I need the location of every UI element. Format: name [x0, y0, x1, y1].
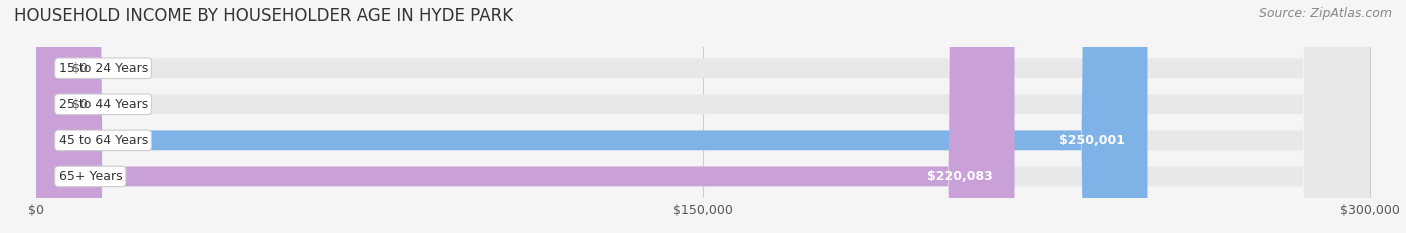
Text: $220,083: $220,083	[927, 170, 993, 183]
FancyBboxPatch shape	[37, 0, 1369, 233]
FancyBboxPatch shape	[37, 0, 1147, 233]
Text: 65+ Years: 65+ Years	[59, 170, 122, 183]
Text: 45 to 64 Years: 45 to 64 Years	[59, 134, 148, 147]
Text: $0: $0	[72, 98, 87, 111]
FancyBboxPatch shape	[37, 0, 1369, 233]
Text: 15 to 24 Years: 15 to 24 Years	[59, 62, 148, 75]
Text: $0: $0	[72, 62, 87, 75]
Text: 25 to 44 Years: 25 to 44 Years	[59, 98, 148, 111]
FancyBboxPatch shape	[37, 0, 1015, 233]
Text: $250,001: $250,001	[1059, 134, 1125, 147]
FancyBboxPatch shape	[37, 0, 1369, 233]
FancyBboxPatch shape	[37, 0, 1369, 233]
Text: HOUSEHOLD INCOME BY HOUSEHOLDER AGE IN HYDE PARK: HOUSEHOLD INCOME BY HOUSEHOLDER AGE IN H…	[14, 7, 513, 25]
Text: Source: ZipAtlas.com: Source: ZipAtlas.com	[1258, 7, 1392, 20]
